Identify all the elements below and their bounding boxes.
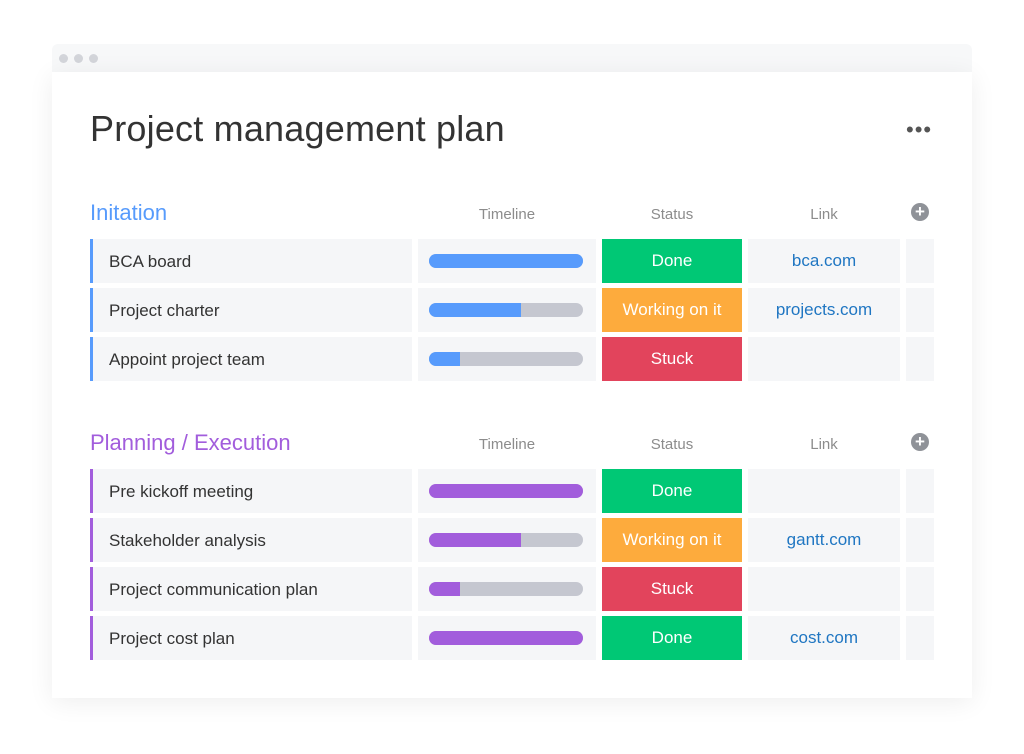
timeline-bar <box>429 533 583 547</box>
extra-cell <box>906 616 934 660</box>
timeline-bar <box>429 582 583 596</box>
window-dot-icon <box>59 54 68 63</box>
column-header-status: Status <box>650 206 694 223</box>
window-dot-icon <box>89 54 98 63</box>
extra-cell <box>906 239 934 283</box>
column-header-timeline: Timeline <box>478 206 536 223</box>
item-name-cell[interactable]: Appoint project team <box>90 337 412 381</box>
extra-cell <box>906 337 934 381</box>
link-cell[interactable]: projects.com <box>748 288 900 332</box>
table-row: Project cost plan Done cost.com <box>0 616 1024 660</box>
window-titlebar <box>52 44 972 72</box>
status-badge[interactable]: Done <box>602 239 742 283</box>
item-name-cell[interactable]: BCA board <box>90 239 412 283</box>
extra-cell <box>906 567 934 611</box>
timeline-cell[interactable] <box>418 239 596 283</box>
timeline-cell[interactable] <box>418 616 596 660</box>
add-column-icon[interactable]: + <box>911 203 929 221</box>
timeline-bar <box>429 352 583 366</box>
page-title: Project management plan <box>90 108 505 149</box>
item-name-cell[interactable]: Stakeholder analysis <box>90 518 412 562</box>
item-name-cell[interactable]: Project cost plan <box>90 616 412 660</box>
extra-cell <box>906 288 934 332</box>
table-row: Pre kickoff meeting Done <box>0 469 1024 513</box>
item-name: BCA board <box>109 252 192 271</box>
more-options-icon[interactable]: ••• <box>906 117 933 142</box>
link-cell[interactable]: bca.com <box>748 239 900 283</box>
timeline-cell[interactable] <box>418 288 596 332</box>
column-header-link: Link <box>810 206 838 223</box>
group-title[interactable]: Initation <box>90 200 168 225</box>
timeline-fill <box>429 631 583 645</box>
column-header-timeline: Timeline <box>478 436 536 453</box>
timeline-fill <box>429 352 460 366</box>
status-badge[interactable]: Done <box>602 469 742 513</box>
table-row: Project communication plan Stuck <box>0 567 1024 611</box>
item-name: Project charter <box>109 301 220 320</box>
timeline-fill <box>429 484 583 498</box>
column-header-link: Link <box>810 436 838 453</box>
status-badge[interactable]: Stuck <box>602 337 742 381</box>
timeline-fill <box>429 254 583 268</box>
item-name: Pre kickoff meeting <box>109 482 254 501</box>
timeline-bar <box>429 631 583 645</box>
extra-cell <box>906 469 934 513</box>
extra-cell <box>906 518 934 562</box>
timeline-bar <box>429 254 583 268</box>
status-badge[interactable]: Done <box>602 616 742 660</box>
status-badge[interactable]: Working on it <box>602 518 742 562</box>
timeline-cell[interactable] <box>418 567 596 611</box>
add-column-icon[interactable]: + <box>911 433 929 451</box>
item-name: Project communication plan <box>109 580 318 599</box>
item-name-cell[interactable]: Pre kickoff meeting <box>90 469 412 513</box>
column-header-status: Status <box>650 436 694 453</box>
timeline-cell[interactable] <box>418 518 596 562</box>
table-row: Stakeholder analysis Working on it gantt… <box>0 518 1024 562</box>
link-cell[interactable]: gantt.com <box>748 518 900 562</box>
group-title[interactable]: Planning / Execution <box>90 430 291 455</box>
item-name-cell[interactable]: Project charter <box>90 288 412 332</box>
item-name-cell[interactable]: Project communication plan <box>90 567 412 611</box>
item-name: Project cost plan <box>109 629 235 648</box>
window-dot-icon <box>74 54 83 63</box>
table-row: Appoint project team Stuck <box>0 337 1024 381</box>
link-cell[interactable]: cost.com <box>748 616 900 660</box>
link-cell[interactable] <box>748 567 900 611</box>
status-badge[interactable]: Stuck <box>602 567 742 611</box>
timeline-bar <box>429 484 583 498</box>
item-name: Appoint project team <box>109 350 265 369</box>
table-row: Project charter Working on it projects.c… <box>0 288 1024 332</box>
timeline-cell[interactable] <box>418 469 596 513</box>
timeline-bar <box>429 303 583 317</box>
timeline-fill <box>429 303 522 317</box>
table-row: BCA board Done bca.com <box>0 239 1024 283</box>
link-cell[interactable] <box>748 469 900 513</box>
status-badge[interactable]: Working on it <box>602 288 742 332</box>
link-cell[interactable] <box>748 337 900 381</box>
timeline-fill <box>429 533 522 547</box>
item-name: Stakeholder analysis <box>109 531 266 550</box>
timeline-cell[interactable] <box>418 337 596 381</box>
timeline-fill <box>429 582 460 596</box>
